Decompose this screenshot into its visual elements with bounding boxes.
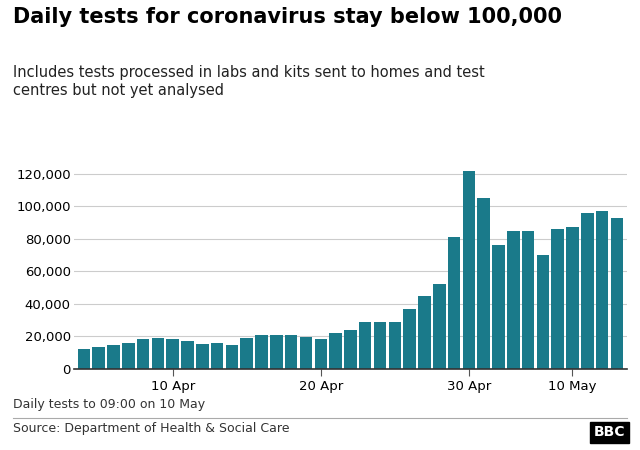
Bar (403, 309, 416, 369)
Bar (388, 322, 401, 369)
Bar (448, 237, 460, 369)
Bar (285, 335, 298, 369)
Bar (344, 330, 356, 369)
Bar (77, 350, 90, 369)
Bar (418, 296, 431, 369)
Bar (522, 231, 534, 369)
Bar (330, 333, 342, 369)
Bar (581, 213, 593, 369)
Bar (433, 284, 445, 369)
Bar (314, 339, 327, 369)
Bar (122, 343, 134, 369)
Bar (536, 255, 549, 369)
Bar (181, 342, 194, 369)
Bar (507, 231, 520, 369)
Text: Source: Department of Health & Social Care: Source: Department of Health & Social Ca… (13, 422, 289, 435)
Bar (226, 345, 238, 369)
Bar (551, 229, 564, 369)
Bar (463, 171, 475, 369)
Bar (270, 335, 283, 369)
Bar (255, 335, 268, 369)
Bar (359, 322, 371, 369)
Text: Daily tests to 09:00 on 10 May: Daily tests to 09:00 on 10 May (13, 398, 205, 411)
Bar (492, 245, 505, 369)
Bar (596, 211, 609, 369)
Bar (108, 346, 120, 369)
Bar (477, 198, 490, 369)
Bar (92, 347, 105, 369)
Bar (300, 338, 312, 369)
Text: Includes tests processed in labs and kits sent to homes and test
centres but not: Includes tests processed in labs and kit… (13, 65, 484, 98)
Bar (137, 339, 150, 369)
Bar (166, 339, 179, 369)
Text: BBC: BBC (594, 425, 625, 439)
Bar (611, 218, 623, 369)
Bar (374, 322, 387, 369)
Bar (241, 338, 253, 369)
Text: Daily tests for coronavirus stay below 100,000: Daily tests for coronavirus stay below 1… (13, 7, 562, 27)
Bar (152, 338, 164, 369)
Bar (566, 227, 579, 369)
Bar (211, 343, 223, 369)
Bar (196, 344, 209, 369)
